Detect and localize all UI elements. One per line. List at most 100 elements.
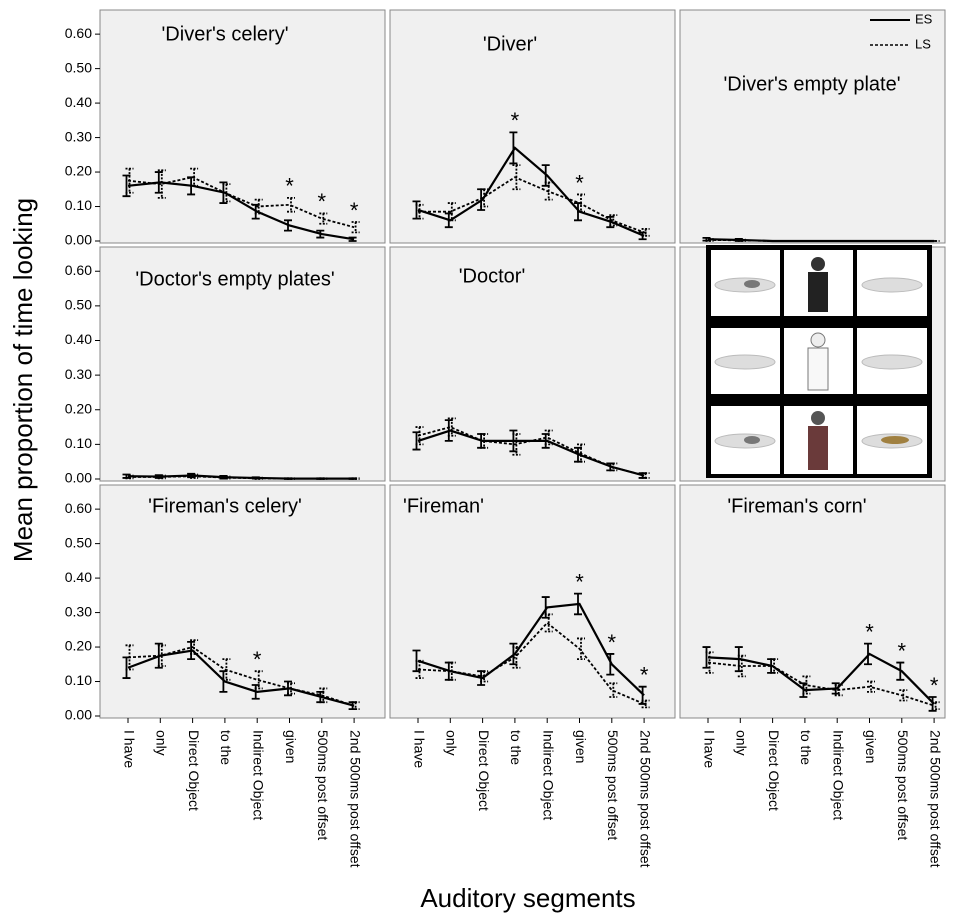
error-bar [867, 680, 875, 693]
error-bar [609, 462, 618, 472]
x-axis-label: Auditory segments [420, 883, 635, 913]
stimulus-picture [679, 245, 946, 482]
error-bar [447, 417, 456, 437]
y-tick-label: 0.40 [65, 331, 92, 347]
y-tick-label: 0.30 [65, 603, 92, 619]
significance-marker: * [253, 647, 262, 672]
panel-title: 'Diver' [483, 33, 537, 55]
x-tick-label: 2nd 500ms post offset [927, 730, 943, 868]
error-bar [319, 687, 328, 704]
x-tick-label: 500ms post offset [315, 730, 331, 840]
error-bar [705, 651, 714, 674]
error-bar [287, 682, 295, 695]
panel-title: 'Doctor' [459, 265, 526, 287]
x-tick-label: given [573, 730, 589, 763]
x-tick-label: Indirect Object [830, 730, 846, 820]
error-bar [577, 443, 585, 463]
panel: 'Doctor' [389, 246, 676, 482]
series-line [127, 176, 355, 229]
error-bar [415, 659, 424, 679]
error-bar [864, 642, 872, 666]
x-tick-label: only [734, 730, 750, 756]
panel: 'Diver's empty plate' [679, 9, 946, 244]
plot-area [679, 484, 946, 719]
panel: 'Fireman' I have only Direct Object to the In… [389, 484, 676, 868]
error-bar [480, 188, 489, 208]
error-bar [316, 229, 325, 239]
error-bar [896, 661, 905, 681]
error-bar [512, 433, 521, 456]
error-bar [641, 699, 650, 709]
series-line [127, 646, 355, 707]
legend-label: ES [915, 11, 933, 26]
significance-marker: * [640, 663, 649, 688]
x-tick-label: to the [218, 730, 234, 765]
panel: 'Diver' * * [389, 9, 676, 244]
error-bar [190, 473, 199, 479]
error-bar [509, 131, 518, 165]
y-tick-label: 0.30 [65, 128, 92, 144]
error-bar [219, 181, 228, 204]
error-bar [415, 203, 424, 220]
legend-label: LS [915, 36, 931, 51]
y-tick-label: 0.40 [65, 94, 92, 110]
error-bar [157, 474, 166, 480]
x-tick-label: to the [798, 730, 814, 765]
error-bar [351, 701, 360, 711]
error-bar [480, 670, 489, 683]
error-bar [348, 236, 357, 242]
error-bar [222, 475, 231, 480]
x-tick-label: only [154, 730, 170, 756]
significance-marker: * [511, 108, 520, 133]
panel-title: 'Diver's celery' [161, 23, 288, 45]
y-tick-label: 0.50 [65, 59, 92, 75]
error-bar [251, 684, 260, 700]
y-tick-label: 0.30 [65, 366, 92, 382]
error-bar [541, 433, 550, 449]
series-line [417, 426, 645, 477]
x-tick-label: Direct Object [766, 730, 782, 811]
y-tick-label: 0.60 [65, 25, 92, 41]
error-bar [834, 684, 843, 697]
significance-marker: * [898, 638, 907, 663]
y-tick-label: 0.50 [65, 297, 92, 313]
error-bar [222, 658, 231, 681]
x-tick-label: Direct Object [476, 730, 492, 811]
error-bar [544, 613, 553, 633]
error-bar [641, 228, 650, 237]
panel-title: 'Diver's empty plate' [723, 73, 900, 95]
error-bar [899, 689, 908, 702]
x-tick-label: to the [508, 730, 524, 765]
series-line [418, 176, 645, 234]
error-bar [609, 682, 618, 698]
y-tick-label: 0.20 [65, 400, 92, 416]
x-tick-label: Indirect Object [540, 730, 556, 820]
error-bar [770, 658, 779, 674]
error-bar [287, 197, 295, 213]
error-bar [641, 472, 650, 479]
y-tick-label: 0.10 [65, 672, 92, 688]
error-bar [512, 646, 521, 669]
x-tick-label: 500ms post offset [895, 730, 911, 840]
y-tick-label: 0.00 [65, 470, 92, 486]
series-line [707, 661, 935, 707]
y-tick-label: 0.40 [65, 569, 92, 585]
panel-title: 'Fireman's corn' [727, 495, 866, 517]
error-bar [319, 212, 328, 225]
y-tick-label: 0.60 [65, 262, 92, 278]
figures [744, 257, 909, 470]
error-bar [319, 477, 328, 480]
plot-area [389, 9, 676, 244]
significance-marker: * [350, 198, 359, 223]
error-bar [606, 653, 615, 676]
panel-title: 'Fireman' [403, 495, 484, 517]
error-bar [447, 202, 456, 222]
error-bar [125, 167, 134, 194]
error-bar [125, 644, 134, 671]
error-bar [577, 193, 585, 213]
y-tick-label: 0.00 [65, 707, 92, 723]
error-bar [415, 426, 424, 446]
x-tick-label: I have [701, 730, 717, 768]
x-tick-label: given [283, 730, 299, 763]
significance-marker: * [930, 673, 939, 698]
